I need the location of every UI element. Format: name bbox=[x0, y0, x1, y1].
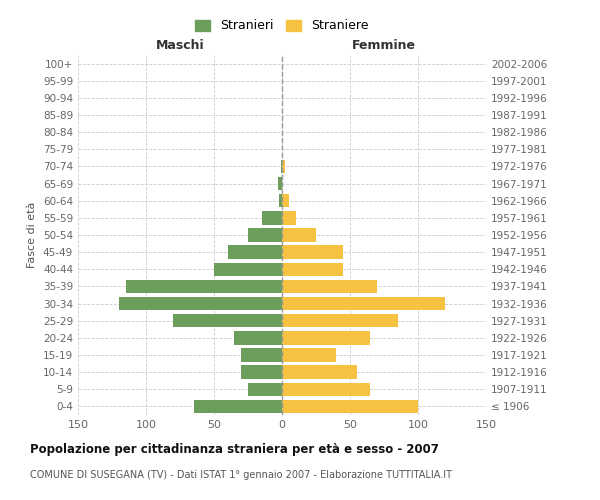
Text: Popolazione per cittadinanza straniera per età e sesso - 2007: Popolazione per cittadinanza straniera p… bbox=[30, 442, 439, 456]
Bar bbox=[282, 228, 316, 241]
Bar bbox=[282, 297, 445, 310]
Bar bbox=[214, 262, 282, 276]
Bar bbox=[282, 280, 377, 293]
Bar bbox=[248, 382, 282, 396]
Bar bbox=[279, 194, 282, 207]
Bar bbox=[282, 211, 296, 224]
Bar bbox=[282, 366, 357, 379]
Bar bbox=[282, 348, 337, 362]
Bar bbox=[282, 246, 343, 259]
Y-axis label: Fasce di età: Fasce di età bbox=[28, 202, 37, 268]
Bar bbox=[282, 314, 398, 328]
Bar bbox=[281, 160, 282, 173]
Bar bbox=[241, 348, 282, 362]
Text: COMUNE DI SUSEGANA (TV) - Dati ISTAT 1° gennaio 2007 - Elaborazione TUTTITALIA.I: COMUNE DI SUSEGANA (TV) - Dati ISTAT 1° … bbox=[30, 470, 452, 480]
Bar bbox=[119, 297, 282, 310]
Bar bbox=[278, 177, 282, 190]
Bar bbox=[282, 331, 370, 344]
Legend: Stranieri, Straniere: Stranieri, Straniere bbox=[190, 14, 374, 38]
Bar bbox=[194, 400, 282, 413]
Bar bbox=[227, 246, 282, 259]
Bar bbox=[125, 280, 282, 293]
Bar bbox=[282, 160, 285, 173]
Bar bbox=[282, 194, 289, 207]
Text: Maschi: Maschi bbox=[155, 38, 205, 52]
Bar bbox=[235, 331, 282, 344]
Text: Femmine: Femmine bbox=[352, 38, 416, 52]
Bar bbox=[173, 314, 282, 328]
Bar bbox=[282, 382, 370, 396]
Bar bbox=[282, 262, 343, 276]
Bar bbox=[248, 228, 282, 241]
Bar bbox=[282, 400, 418, 413]
Bar bbox=[262, 211, 282, 224]
Bar bbox=[241, 366, 282, 379]
